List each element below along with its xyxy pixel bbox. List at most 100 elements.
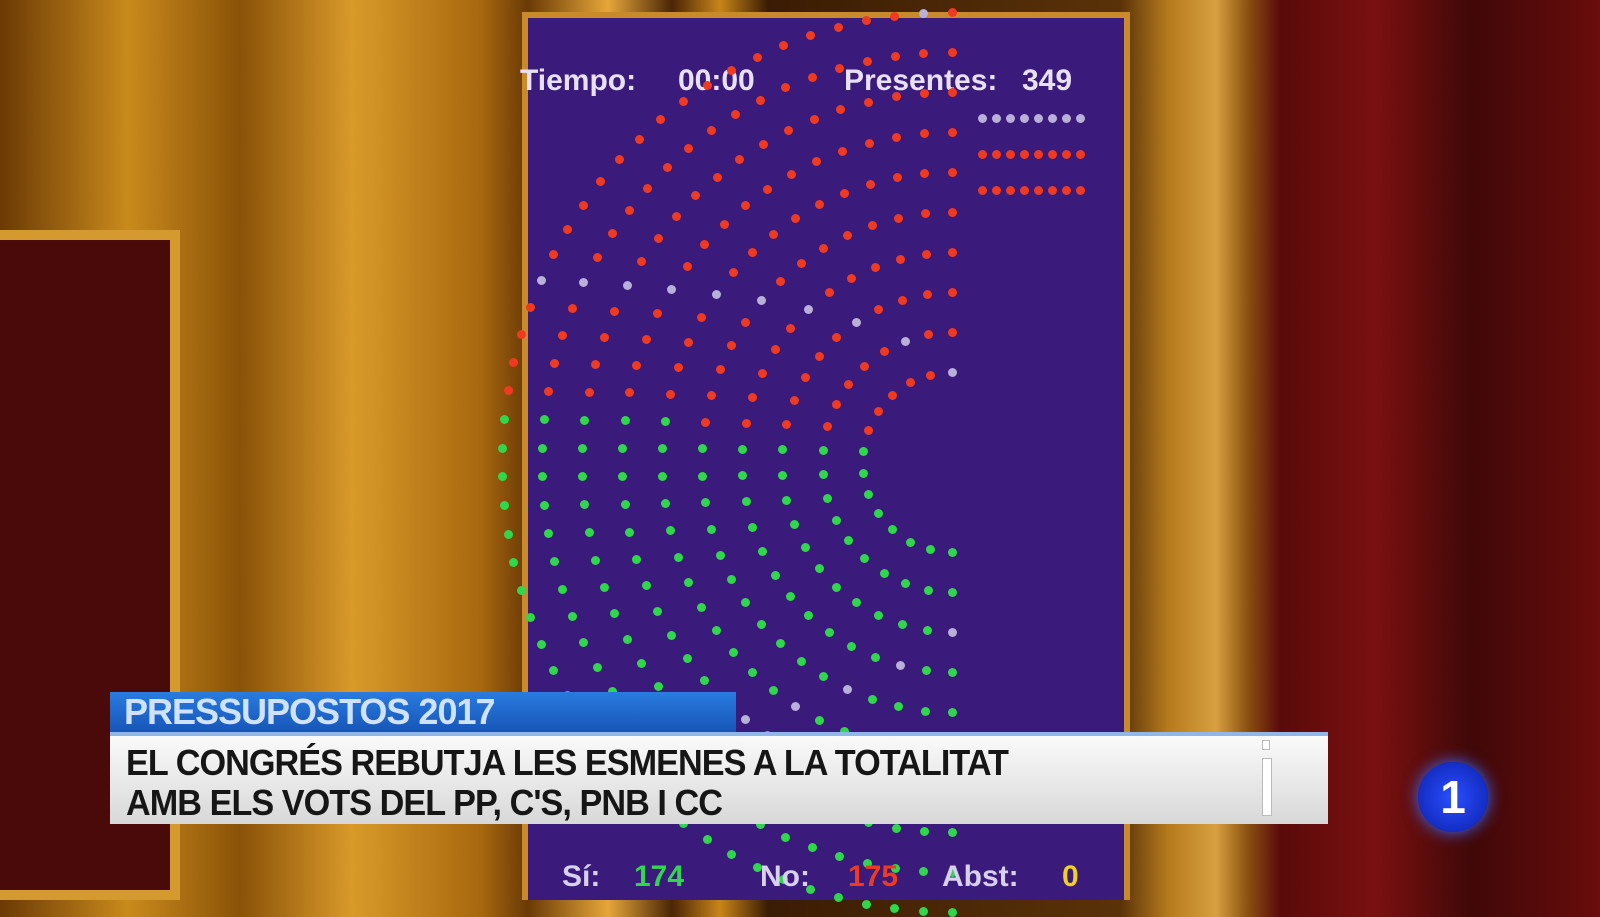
seat-dot bbox=[863, 97, 873, 107]
seat-dot bbox=[550, 358, 560, 368]
seat-dot bbox=[653, 682, 663, 692]
seat-dot bbox=[992, 114, 1001, 123]
seat-dot bbox=[978, 150, 987, 159]
seat-dot bbox=[770, 345, 780, 355]
seat-dot bbox=[592, 253, 602, 262]
seat-dot bbox=[992, 186, 1001, 195]
seat-dot bbox=[637, 256, 647, 266]
seat-dot bbox=[1048, 150, 1057, 159]
seat-dot bbox=[1062, 150, 1071, 159]
seat-dot bbox=[691, 191, 701, 201]
seat-dot bbox=[861, 16, 871, 26]
seat-dot bbox=[558, 584, 568, 594]
seat-dot bbox=[748, 393, 758, 403]
seat-dot bbox=[858, 447, 868, 457]
seat-dot bbox=[824, 627, 834, 637]
seat-dot bbox=[806, 30, 816, 40]
headline-line-2: AMB ELS VOTS DEL PP, C'S, PNB I CC bbox=[126, 782, 723, 823]
seat-dot bbox=[781, 832, 791, 842]
seat-dot bbox=[919, 907, 929, 917]
seat-dot bbox=[1062, 114, 1071, 123]
seat-dot bbox=[948, 88, 957, 97]
seat-dot bbox=[608, 228, 618, 238]
seat-dot bbox=[752, 863, 762, 873]
seat-dot bbox=[641, 581, 651, 591]
seat-dot bbox=[738, 444, 748, 454]
seat-dot bbox=[666, 389, 676, 399]
seat-dot bbox=[536, 640, 546, 650]
seat-dot bbox=[860, 554, 870, 564]
seat-dot bbox=[516, 329, 526, 339]
seat-dot bbox=[800, 373, 810, 382]
seat-dot bbox=[698, 444, 708, 454]
seat-dot bbox=[843, 231, 853, 241]
seat-dot bbox=[894, 702, 904, 712]
seat-dot bbox=[660, 499, 670, 509]
seat-dot bbox=[503, 529, 513, 539]
seat-dot bbox=[926, 545, 936, 555]
seat-dot bbox=[919, 826, 929, 836]
seat-dot bbox=[673, 363, 683, 373]
seat-dot bbox=[879, 568, 889, 578]
seat-dot bbox=[653, 606, 663, 616]
seat-dot bbox=[890, 864, 900, 873]
no-value: 175 bbox=[848, 860, 899, 893]
seat-dot bbox=[948, 868, 957, 877]
seat-dot bbox=[538, 443, 548, 453]
seat-dot bbox=[888, 390, 898, 400]
seat-dot bbox=[684, 578, 694, 588]
seat-dot bbox=[625, 388, 635, 398]
seat-dot bbox=[906, 537, 916, 547]
seat-dot bbox=[747, 667, 757, 677]
seat-dot bbox=[715, 365, 725, 375]
seat-dot bbox=[763, 184, 773, 194]
seat-dot bbox=[696, 313, 706, 322]
seat-dot bbox=[922, 626, 932, 636]
seat-dot bbox=[919, 89, 929, 99]
seat-dot bbox=[862, 56, 872, 66]
seat-dot bbox=[819, 243, 829, 253]
seat-dot bbox=[786, 324, 796, 334]
seat-dot bbox=[702, 80, 712, 90]
seat-dot bbox=[757, 296, 767, 306]
seat-dot bbox=[728, 647, 738, 657]
seat-dot bbox=[728, 268, 738, 278]
seat-dot bbox=[741, 418, 751, 428]
seat-dot bbox=[921, 249, 931, 259]
seat-dot bbox=[632, 554, 642, 564]
seat-dot bbox=[890, 51, 900, 61]
seat-dot bbox=[860, 361, 870, 371]
seat-dot bbox=[752, 52, 762, 62]
seat-dot bbox=[1020, 150, 1029, 159]
seat-dot bbox=[1076, 150, 1085, 159]
seat-dot bbox=[755, 95, 765, 105]
seat-dot bbox=[846, 642, 856, 652]
seat-dot bbox=[653, 233, 663, 243]
seat-dot bbox=[919, 867, 929, 876]
seat-dot bbox=[748, 522, 758, 532]
seat-dot bbox=[757, 547, 767, 557]
seat-dot bbox=[873, 406, 883, 416]
seat-dot bbox=[550, 557, 560, 567]
seat-dot bbox=[701, 498, 711, 508]
seat-dot bbox=[580, 415, 590, 425]
seat-dot bbox=[1048, 114, 1057, 123]
seat-dot bbox=[852, 598, 862, 608]
seat-dot bbox=[791, 214, 801, 224]
seat-dot bbox=[948, 328, 957, 337]
seat-dot bbox=[978, 114, 987, 123]
seat-dot bbox=[948, 48, 957, 57]
seat-dot bbox=[895, 661, 905, 671]
seat-dot bbox=[658, 471, 668, 481]
seat-dot bbox=[894, 213, 904, 223]
info-icon bbox=[1254, 740, 1280, 820]
seat-dot bbox=[789, 520, 799, 530]
seat-dot bbox=[678, 97, 688, 107]
seat-dot bbox=[870, 653, 880, 663]
yes-label: Sí: bbox=[562, 860, 601, 893]
seat-dot bbox=[596, 177, 606, 187]
seat-dot bbox=[863, 426, 873, 436]
seat-dot bbox=[948, 668, 957, 677]
seat-dot bbox=[536, 275, 546, 285]
seat-dot bbox=[874, 611, 884, 621]
